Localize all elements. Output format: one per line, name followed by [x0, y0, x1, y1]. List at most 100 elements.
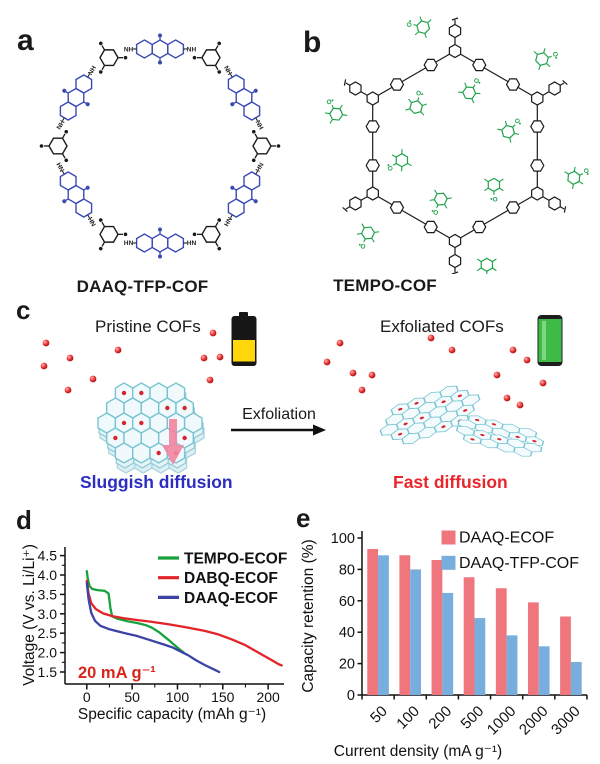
lithium-ion-dots	[40, 329, 547, 409]
lithium-ion-dot	[503, 394, 511, 402]
ion-in-pore	[470, 438, 475, 441]
d-x-tick-label: 200	[256, 689, 280, 705]
bar-DAAQ-ECOF-200	[431, 559, 443, 695]
series-line-DABQ-ECOF	[85, 579, 283, 667]
exfoliation-label: Exfoliation	[242, 406, 316, 423]
bar-DAAQ-TFP-COF-200	[442, 592, 454, 695]
lithium-ion-dot	[336, 339, 344, 347]
honeycomb-cell	[114, 442, 134, 464]
e-legend-swatch	[441, 530, 456, 545]
lithium-ion-dot	[200, 354, 208, 362]
bar-DAAQ-ECOF-3000	[560, 616, 571, 695]
d-x-tick-label: 100	[166, 689, 190, 705]
lithium-ion-dot	[368, 371, 376, 379]
daaq-anthraquinone-units	[44, 34, 275, 259]
d-y-tick-label: 2.5	[38, 625, 58, 641]
ion-in-pore	[491, 423, 497, 426]
ion-in-pore	[165, 405, 170, 411]
lithium-ion-dot	[523, 356, 531, 364]
bar-DAAQ-TFP-COF-2000	[538, 646, 550, 695]
ion-in-pore	[457, 394, 462, 398]
e-y-tick-label: 20	[339, 657, 355, 673]
e-y-tick-label: 100	[331, 531, 355, 547]
ion-in-pore	[121, 420, 127, 426]
bar-DAAQ-ECOF-2000	[527, 602, 539, 695]
ion-in-pore	[113, 435, 118, 441]
lithium-ion-dot	[66, 354, 74, 362]
d-legend-label: DABQ-ECOF	[184, 570, 278, 587]
exfoliation-scheme-drawing	[40, 312, 563, 474]
exfoliation-arrow	[231, 424, 326, 436]
pristine-cofs-title: Pristine COFs	[95, 317, 201, 336]
ion-in-pore	[403, 422, 408, 426]
lithium-ion-dot	[358, 386, 366, 394]
e-legend-label: DAAQ-ECOF	[459, 530, 554, 547]
lithium-ion-dot	[516, 401, 524, 409]
battery-full-icon	[537, 315, 563, 366]
ion-in-pore	[419, 416, 424, 420]
ion-in-pore	[463, 409, 468, 412]
d-y-tick-label: 2.0	[38, 645, 58, 661]
d-axes	[60, 547, 284, 690]
lithium-ion-dot	[349, 369, 357, 377]
structure-b-caption: TEMPO-COF	[333, 276, 437, 295]
ion-in-pore	[398, 432, 403, 436]
ion-in-pore	[480, 433, 485, 437]
d-x-axis-title: Specific capacity (mAh g⁻¹)	[78, 706, 266, 723]
ion-in-pore	[532, 440, 537, 443]
e-y-tick-label: 80	[339, 562, 355, 578]
e-x-tick-label: 50	[367, 703, 391, 727]
panel-c-label: c	[16, 295, 31, 325]
d-y-tick-label: 3.5	[38, 586, 58, 602]
exfoliated-cofs-title: Exfoliated COFs	[380, 317, 504, 336]
panel-e-label: e	[296, 503, 311, 533]
ion-in-pore	[414, 401, 419, 405]
exfoliated-sheet-right	[455, 415, 545, 457]
e-y-axis-title: Capacity retention (%)	[300, 539, 317, 692]
e-x-tick-label: 3000	[548, 703, 584, 739]
lithium-ion-dot	[42, 339, 50, 347]
bar-DAAQ-ECOF-100	[399, 555, 411, 695]
ion-in-pore	[182, 405, 187, 411]
structure-a-caption: DAAQ-TFP-COF	[76, 277, 209, 296]
lithium-ion-dot	[539, 379, 547, 387]
d-y-tick-label: 4.0	[38, 567, 58, 583]
d-x-tick-label: 150	[211, 689, 235, 705]
panel-d-label: d	[16, 505, 32, 535]
bar-DAAQ-TFP-COF-50	[378, 555, 389, 695]
lithium-ion-dot	[89, 375, 97, 383]
e-x-axis-title: Current density (mA g⁻¹)	[334, 743, 502, 760]
battery-green-body	[538, 319, 562, 362]
e-x-tick-label: 100	[393, 703, 423, 733]
d-x-tick-label: 0	[83, 689, 91, 705]
lithium-ion-dot	[64, 386, 72, 394]
bar-DAAQ-ECOF-1000	[495, 588, 507, 695]
discharge-curves-chart: 0 50 100 150 200 1.5 2.0 2.5 3.0 3.5 4.0 4.5 TEMPO-E…	[21, 544, 287, 723]
lithium-ion-dot	[114, 346, 122, 354]
series-line-DAAQ-ECOF	[85, 581, 221, 674]
e-x-tick-label: 2000	[516, 703, 552, 739]
ion-in-pore	[441, 400, 446, 404]
ion-in-pore	[441, 425, 446, 429]
lithium-ion-dot	[323, 358, 331, 366]
d-y-tick-label: 4.5	[38, 548, 58, 564]
structure-a-drawing: NH NH	[10, 6, 300, 274]
bar-DAAQ-ECOF-50	[367, 548, 379, 695]
panel-b-label: b	[303, 26, 322, 59]
e-x-tick-label: 200	[425, 703, 455, 733]
exfoliated-sheet-left	[379, 385, 481, 445]
tempo-cof-framework	[341, 18, 568, 274]
e-y-tick-label: 40	[339, 625, 355, 641]
e-x-tick-label: 500	[458, 703, 488, 733]
ion-in-pore	[139, 390, 144, 396]
lithium-ion-dot	[216, 353, 224, 361]
fast-caption: Fast diffusion	[393, 472, 508, 492]
d-y-tick-label: 1.5	[38, 664, 58, 680]
bar-DAAQ-TFP-COF-500	[474, 618, 486, 695]
d-y-axis-title: Voltage (V vs. Li/Li⁺)	[21, 544, 38, 686]
e-legend-swatch	[441, 555, 456, 570]
lithium-ion-dot	[509, 346, 517, 354]
d-legend-label: TEMPO-ECOF	[184, 551, 287, 568]
